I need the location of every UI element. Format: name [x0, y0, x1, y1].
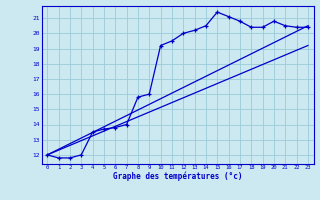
X-axis label: Graphe des températures (°c): Graphe des températures (°c)	[113, 172, 242, 181]
